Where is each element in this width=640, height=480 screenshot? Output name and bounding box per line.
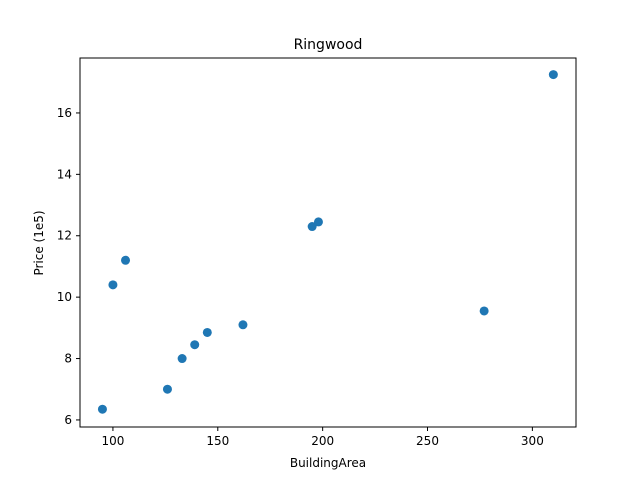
x-tick-label: 250: [416, 434, 439, 448]
x-axis-label: BuildingArea: [290, 456, 366, 470]
y-tick-label: 10: [57, 290, 72, 304]
y-tick-label: 6: [64, 413, 72, 427]
y-tick-label: 8: [64, 352, 72, 366]
data-point: [162, 384, 172, 394]
y-axis: 6 8 10 12 14 16: [57, 106, 80, 427]
chart-title: Ringwood: [294, 37, 363, 53]
x-tick-label: 200: [311, 434, 334, 448]
data-point: [190, 340, 200, 350]
plot-area-frame: [79, 57, 577, 428]
x-tick-label: 100: [101, 434, 124, 448]
data-point: [479, 306, 489, 316]
data-point: [177, 354, 187, 364]
y-tick-label: 14: [57, 167, 72, 181]
data-point: [97, 404, 107, 414]
x-tick-label: 150: [206, 434, 229, 448]
data-point: [238, 320, 248, 330]
x-tick-label: 300: [521, 434, 544, 448]
data-point: [202, 327, 212, 337]
y-axis-label: Price (1e5): [32, 210, 46, 275]
data-point: [548, 70, 558, 80]
data-point: [307, 222, 317, 232]
y-tick-label: 12: [57, 229, 72, 243]
data-point: [108, 280, 118, 290]
x-axis: 100 150 200 250 300: [101, 427, 544, 448]
y-tick-label: 16: [57, 106, 72, 120]
data-point: [313, 217, 323, 227]
data-point: [121, 255, 131, 265]
